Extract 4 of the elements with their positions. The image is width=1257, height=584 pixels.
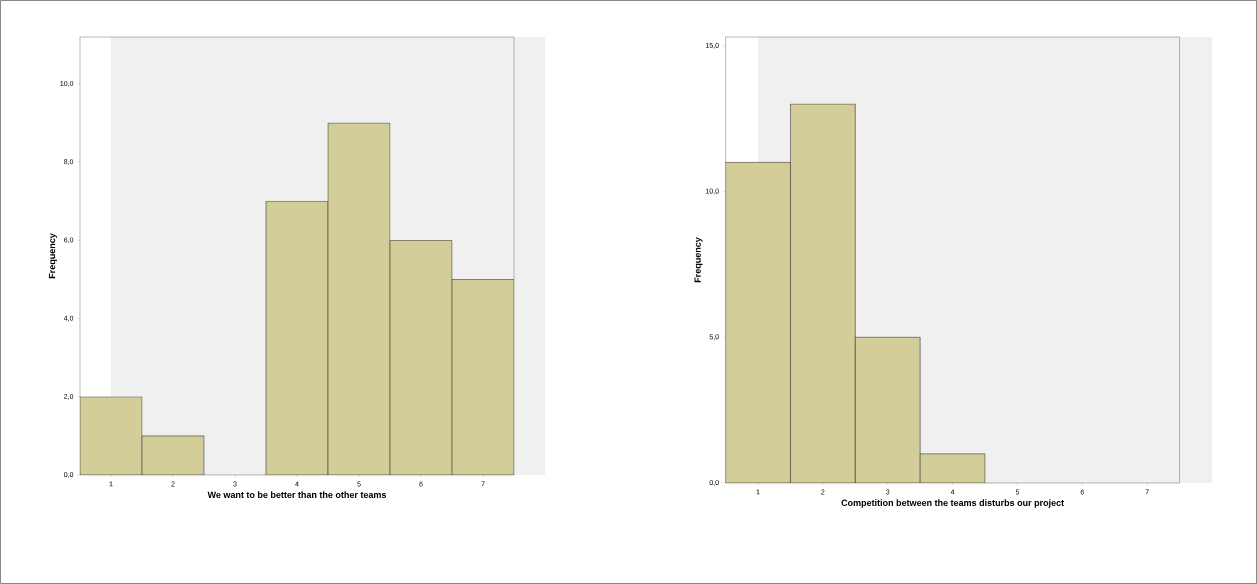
- y-axis-title: Frequency: [48, 233, 57, 279]
- x-axis-title: Competition between the teams disturbs our project: [841, 499, 1064, 508]
- x-axis-title: We want to be better than the other teams: [207, 491, 387, 498]
- y-axis-title: Frequency: [694, 237, 703, 283]
